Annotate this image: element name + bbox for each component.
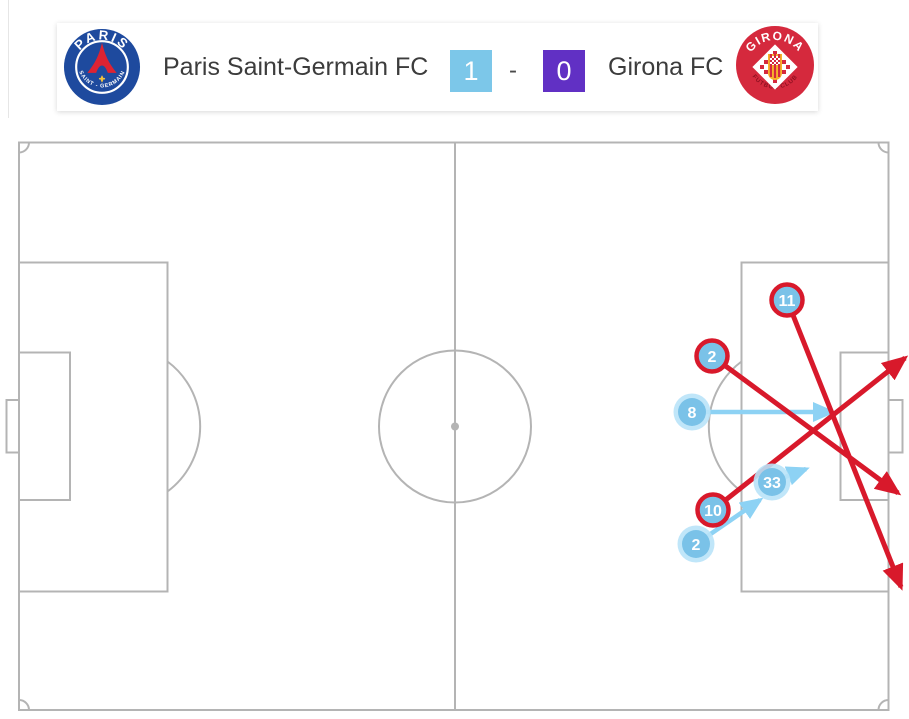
player-number: 2 xyxy=(708,349,717,366)
corner-arc xyxy=(18,699,30,711)
player-marker[interactable]: 2 xyxy=(677,525,715,563)
player-number: 2 xyxy=(692,537,701,554)
away-score: 0 xyxy=(543,50,585,92)
center-circle xyxy=(378,349,532,504)
player-marker[interactable]: 8 xyxy=(673,393,711,431)
shot-arrow[interactable] xyxy=(784,299,904,591)
shot-player-circle[interactable] xyxy=(695,492,731,528)
player-marker[interactable]: 2 xyxy=(694,338,730,374)
penalty-box-left xyxy=(18,261,169,593)
shot-arrow[interactable] xyxy=(710,353,902,496)
player-number: 10 xyxy=(704,503,722,520)
corner-arc xyxy=(877,699,889,711)
player-marker[interactable]: 11 xyxy=(769,282,805,318)
pass-player-circle[interactable] xyxy=(758,468,786,496)
player-number: 8 xyxy=(688,405,697,422)
player-marker[interactable]: 10 xyxy=(695,492,731,528)
goal-left xyxy=(5,399,20,454)
shot-arrow[interactable] xyxy=(711,355,909,512)
psg-logo: PARIS SAINT - GERMAIN xyxy=(63,28,141,106)
center-spot xyxy=(451,422,459,431)
scorecard: PARIS SAINT - GERMAIN Paris Saint-Germai… xyxy=(57,23,818,111)
pitch-lines xyxy=(5,141,904,711)
goal-right xyxy=(887,399,904,454)
girona-logo: GIRONA FUTBOL CLUB xyxy=(736,26,814,104)
shot-player-circle[interactable] xyxy=(769,282,805,318)
corner-arc xyxy=(877,142,889,154)
away-team-name: Girona FC xyxy=(608,52,724,81)
penalty-arc-right xyxy=(707,360,743,493)
score-separator: - xyxy=(509,57,517,84)
player-marker[interactable]: 33 xyxy=(753,463,791,501)
container-border xyxy=(8,0,9,118)
shot-player-circle[interactable] xyxy=(694,338,730,374)
pass-player-circle[interactable] xyxy=(678,398,706,426)
goal-area-left xyxy=(18,351,71,501)
home-score: 1 xyxy=(450,50,492,92)
penalty-arc-left xyxy=(166,360,202,493)
corner-arc xyxy=(18,142,30,154)
player-number: 33 xyxy=(763,475,781,492)
player-number: 11 xyxy=(779,293,796,310)
pass-player-circle[interactable] xyxy=(682,530,710,558)
home-team-name: Paris Saint-Germain FC xyxy=(163,52,429,81)
